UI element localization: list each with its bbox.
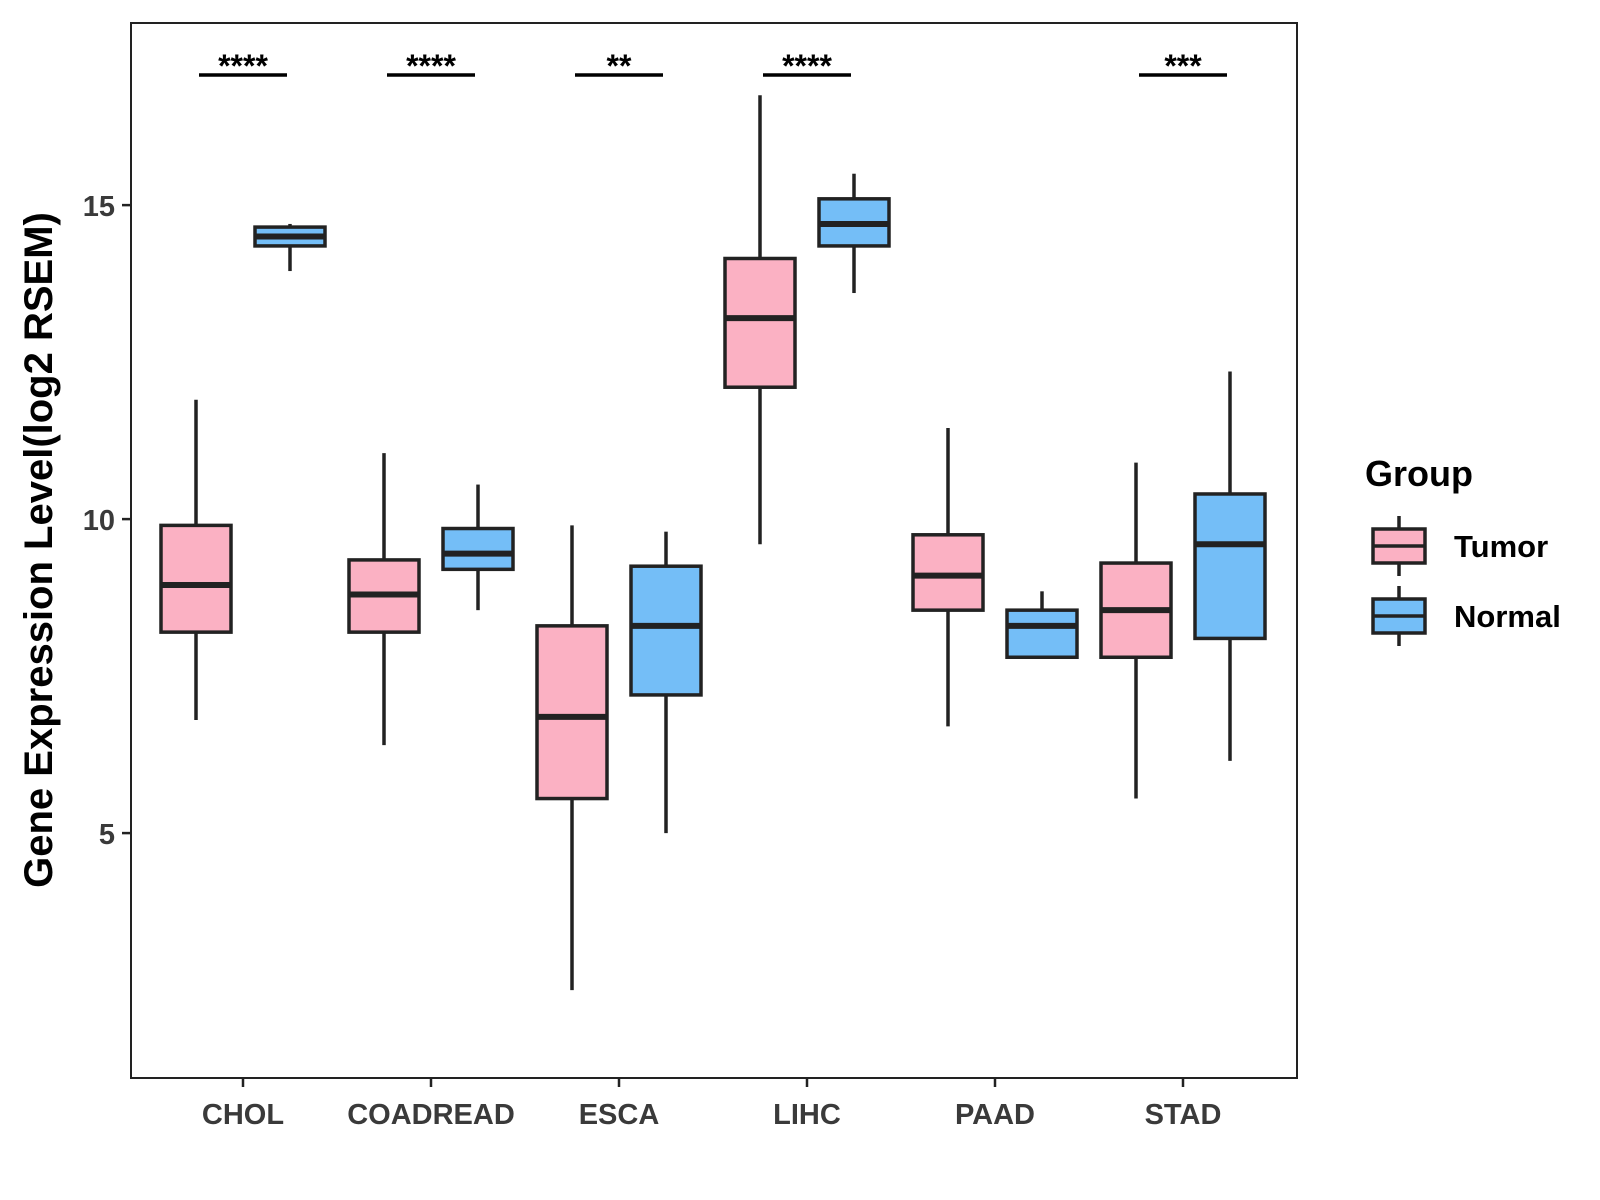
legend-label-normal: Normal <box>1454 599 1561 634</box>
tumor-paad-box <box>911 533 985 612</box>
significance-label-stad: *** <box>1164 48 1202 84</box>
tumor-esca-box <box>535 624 609 801</box>
series-normal <box>253 173 1267 834</box>
tumor-chol-box <box>159 523 233 634</box>
significance-label-lihc: **** <box>782 48 832 84</box>
y-tick-label-10: 10 <box>83 505 115 537</box>
normal-paad-box <box>1005 608 1079 660</box>
tumor-lihc-box <box>723 256 797 389</box>
series-tumor <box>159 95 1173 991</box>
x-tick-label-paad: PAAD <box>955 1099 1035 1131</box>
y-axis-title: Gene Expression Level(log2 RSEM) <box>17 212 61 888</box>
legend-title: Group <box>1365 453 1473 494</box>
x-tick-label-stad: STAD <box>1145 1099 1222 1131</box>
x-tick-label-coadread: COADREAD <box>347 1099 515 1131</box>
chart-marks: **** **** ** **** *** <box>159 48 1267 991</box>
legend-label-tumor: Tumor <box>1454 529 1548 564</box>
normal-stad-box <box>1193 492 1267 641</box>
significance-label-esca: ** <box>607 48 632 84</box>
significance-label-coadread: **** <box>406 48 456 84</box>
normal-coadread-box <box>441 526 515 572</box>
y-tick-label-5: 5 <box>99 819 115 851</box>
plot-panel <box>130 22 1298 1079</box>
x-tick-label-chol: CHOL <box>202 1099 284 1131</box>
y-tick-label-15: 15 <box>83 191 115 223</box>
significance-label-chol: **** <box>218 48 268 84</box>
x-tick-label-lihc: LIHC <box>773 1099 841 1131</box>
normal-esca-box <box>629 564 703 697</box>
chart-axes: 5 10 15 CHOL COADREAD ESCA LIHC PAAD STAD <box>83 191 1222 1131</box>
x-tick-label-esca: ESCA <box>579 1099 660 1131</box>
legend: Group Tumor Normal <box>1365 453 1561 646</box>
